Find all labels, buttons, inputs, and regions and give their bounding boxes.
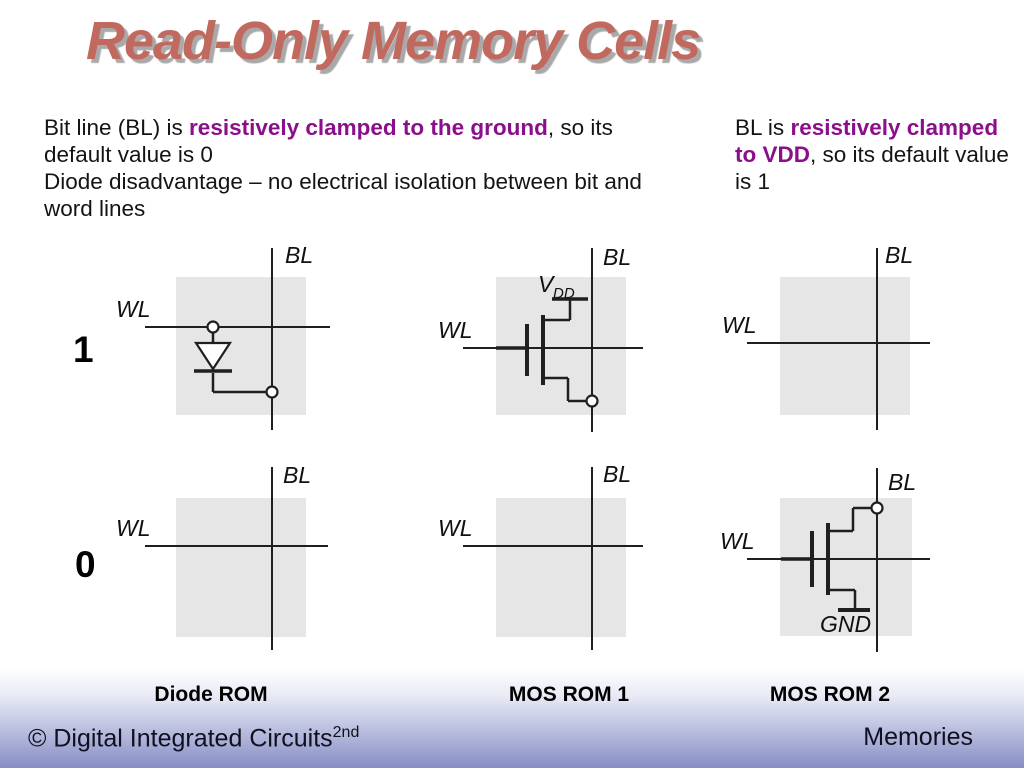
cell-mos-rom2-0: BL WL GND bbox=[720, 468, 930, 652]
wordline-label: WL bbox=[116, 296, 151, 322]
nmos-transistor-symbol: V DD bbox=[496, 271, 599, 408]
footer-book-title: © Digital Integrated Circuits2nd bbox=[28, 724, 359, 753]
row-value-0: 0 bbox=[75, 544, 96, 585]
intro-text-right: BL is resistively clamped to VDD, so its… bbox=[735, 114, 1017, 195]
intro-right-sentence: BL is resistively clamped to VDD, so its… bbox=[735, 114, 1017, 195]
column-label-mos-rom-1: MOS ROM 1 bbox=[508, 683, 630, 706]
cell-background bbox=[780, 277, 910, 415]
nmos-transistor-symbol: GND bbox=[781, 501, 884, 637]
intro-left-normal-2: , so its default value is 0 bbox=[44, 115, 613, 167]
drain-wire bbox=[543, 300, 572, 322]
bitline-contact-node bbox=[870, 501, 884, 515]
wordline-contact-node bbox=[206, 320, 220, 334]
wordline-label: WL bbox=[438, 515, 473, 541]
intro-text-left: Bit line (BL) is resistively clamped to … bbox=[44, 114, 656, 222]
intro-right-normal-2: , so its default value is 1 bbox=[735, 142, 1009, 194]
column-label-mos-rom-2: MOS ROM 2 bbox=[769, 683, 891, 706]
cell-diode-rom-1: BL WL bbox=[116, 242, 330, 430]
bitline-contact-node bbox=[265, 385, 279, 399]
intro-left-normal-1: Bit line (BL) is bbox=[44, 115, 190, 140]
bitline-contact-node bbox=[585, 394, 599, 408]
gnd-label: GND bbox=[820, 611, 871, 637]
footer-edition-superscript: 2nd bbox=[332, 724, 360, 741]
slide-title: Read-Only Memory Cells bbox=[86, 11, 701, 71]
intro-left-emphasis: resistively clamped to the ground bbox=[189, 115, 548, 140]
cell-mos-rom1-0: BL WL bbox=[438, 461, 643, 650]
cell-background bbox=[176, 498, 306, 637]
column-label-diode-rom: Diode ROM bbox=[154, 683, 268, 706]
source-wire bbox=[543, 376, 586, 403]
wordline-label: WL bbox=[116, 515, 151, 541]
row-value-1: 1 bbox=[73, 329, 94, 370]
cell-background bbox=[780, 498, 912, 636]
cell-mos-rom2-1: BL WL bbox=[722, 242, 930, 430]
cell-background bbox=[176, 277, 306, 415]
diode-triangle bbox=[193, 341, 233, 372]
bitline-label: BL bbox=[603, 244, 631, 270]
wordline-label: WL bbox=[438, 317, 473, 343]
intro-left-sentence-1: Bit line (BL) is resistively clamped to … bbox=[44, 114, 656, 168]
bitline-label: BL bbox=[885, 242, 913, 268]
wordline-label: WL bbox=[720, 528, 755, 554]
cell-background bbox=[496, 498, 626, 637]
wordline-label: WL bbox=[722, 312, 757, 338]
intro-right-emphasis: resistively clamped to VDD bbox=[735, 115, 999, 167]
source-wire bbox=[828, 588, 857, 609]
intro-right-normal-1: BL is bbox=[735, 115, 791, 140]
bitline-label: BL bbox=[603, 461, 631, 487]
intro-left-sentence-2: Diode disadvantage – no electrical isola… bbox=[44, 169, 642, 221]
bitline-label: BL bbox=[888, 469, 916, 495]
cell-diode-rom-0: BL WL bbox=[116, 462, 328, 650]
vdd-label: V bbox=[538, 271, 556, 297]
drain-wire bbox=[828, 506, 871, 533]
diode-symbol bbox=[193, 320, 279, 399]
footer-chapter-title: Memories bbox=[863, 723, 973, 751]
footer-book-title-text: © Digital Integrated Circuits bbox=[28, 724, 333, 753]
bitline-label: BL bbox=[283, 462, 311, 488]
footer-gradient-band bbox=[0, 668, 1024, 768]
bitline-label: BL bbox=[285, 242, 313, 268]
cell-mos-rom1-1: BL WL V DD bbox=[438, 244, 643, 432]
